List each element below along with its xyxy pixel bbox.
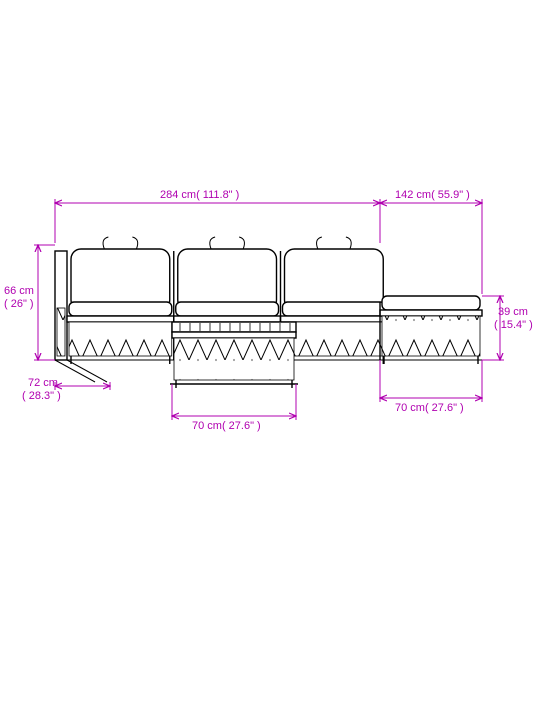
dim-otto-width: 70 cm( 27.6" ) (395, 402, 464, 414)
dim-otto-h-line2: ( 15.4" ) (494, 319, 533, 331)
diagram-stage: 284 cm( 111.8" ) 142 cm( 55.9" ) 66 cm (… (0, 0, 540, 720)
dim-otto-h-line1: 39 cm (498, 306, 528, 318)
dim-left-h-line2: ( 26" ) (4, 298, 34, 310)
furniture-outline (53, 237, 484, 388)
dim-total-width: 284 cm( 111.8" ) (160, 189, 239, 201)
furniture-diagram (0, 0, 540, 720)
dim-right-width: 142 cm( 55.9" ) (395, 189, 470, 201)
dim-table-width: 70 cm( 27.6" ) (192, 420, 261, 432)
dim-left-h-line1: 66 cm (4, 285, 34, 297)
dim-left-d-line2: ( 28.3" ) (22, 390, 61, 402)
dim-left-d-line1: 72 cm (28, 377, 58, 389)
